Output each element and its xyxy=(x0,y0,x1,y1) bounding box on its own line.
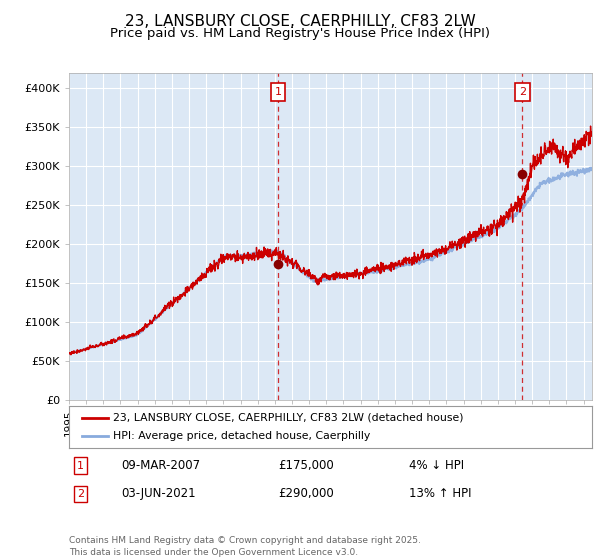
Text: 03-JUN-2021: 03-JUN-2021 xyxy=(121,487,196,501)
Text: 23, LANSBURY CLOSE, CAERPHILLY, CF83 2LW (detached house): 23, LANSBURY CLOSE, CAERPHILLY, CF83 2LW… xyxy=(113,413,464,423)
Text: 2: 2 xyxy=(518,87,526,97)
Text: 1: 1 xyxy=(275,87,281,97)
Text: 2: 2 xyxy=(77,489,84,499)
Text: £175,000: £175,000 xyxy=(278,459,334,472)
Text: 09-MAR-2007: 09-MAR-2007 xyxy=(121,459,200,472)
Text: 23, LANSBURY CLOSE, CAERPHILLY, CF83 2LW: 23, LANSBURY CLOSE, CAERPHILLY, CF83 2LW xyxy=(125,14,475,29)
Text: Contains HM Land Registry data © Crown copyright and database right 2025.
This d: Contains HM Land Registry data © Crown c… xyxy=(69,536,421,557)
Text: Price paid vs. HM Land Registry's House Price Index (HPI): Price paid vs. HM Land Registry's House … xyxy=(110,27,490,40)
Text: HPI: Average price, detached house, Caerphilly: HPI: Average price, detached house, Caer… xyxy=(113,431,371,441)
Text: 4% ↓ HPI: 4% ↓ HPI xyxy=(409,459,464,472)
Text: 13% ↑ HPI: 13% ↑ HPI xyxy=(409,487,472,501)
Text: £290,000: £290,000 xyxy=(278,487,334,501)
Text: 1: 1 xyxy=(77,460,84,470)
